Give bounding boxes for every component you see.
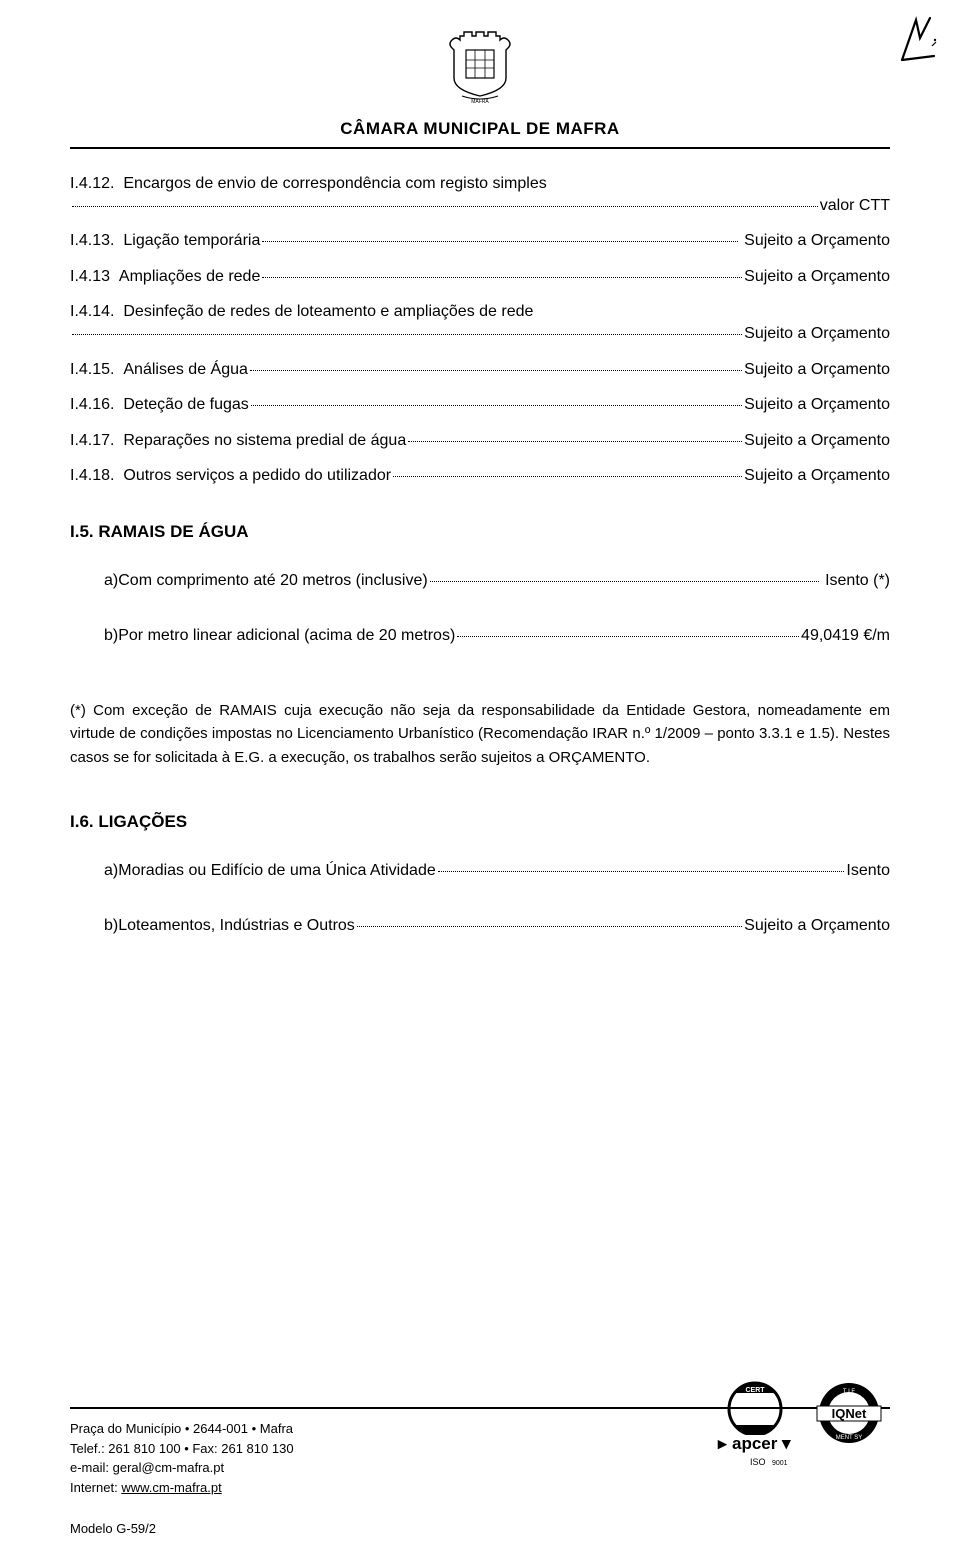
header-title: CÂMARA MUNICIPAL DE MAFRA [70, 119, 890, 139]
footer-line-4: Internet: www.cm-mafra.pt [70, 1478, 890, 1498]
item-number: I.4.12. [70, 173, 114, 195]
item-i4-13a: I.4.13. Ligação temporária Sujeito a Orç… [70, 230, 890, 252]
item-label: Desinfeção de redes de loteamento e ampl… [123, 301, 533, 323]
item-number: I.4.13 [70, 266, 110, 288]
item-label: Ligação temporária [123, 230, 260, 252]
item-value: 49,0419 €/m [801, 625, 890, 647]
item-i6-a: a) Moradias ou Edifício de uma Única Ati… [70, 860, 890, 882]
item-label: Ampliações de rede [119, 266, 260, 288]
item-value: Sujeito a Orçamento [744, 430, 890, 452]
coat-of-arms-icon: MAFRA [440, 20, 520, 104]
item-value: Sujeito a Orçamento [744, 465, 890, 487]
item-label: Reparações no sistema predial de água [123, 430, 406, 452]
section-i5-title: I.5. RAMAIS DE ÁGUA [70, 521, 890, 544]
svg-text:ISO: ISO [750, 1457, 766, 1467]
item-i4-13b: I.4.13 Ampliações de rede Sujeito a Orça… [70, 266, 890, 288]
svg-text:9001: 9001 [772, 1460, 788, 1467]
section-i6-title: I.6. LIGAÇÕES [70, 811, 890, 834]
item-number: I.4.13. [70, 230, 114, 252]
footer-link[interactable]: www.cm-mafra.pt [121, 1480, 221, 1495]
certification-logos: CERT ▸ apcer ▾ ISO 9001 IQNet T I F MENT… [710, 1379, 890, 1467]
document-footer: Praça do Município • 2644-001 • Mafra Te… [70, 1407, 890, 1536]
item-label: Com comprimento até 20 metros (inclusive… [118, 570, 427, 592]
header-rule [70, 147, 890, 149]
item-i5-b: b) Por metro linear adicional (acima de … [70, 625, 890, 647]
svg-text:T I F: T I F [843, 1389, 856, 1395]
item-value: Sujeito a Orçamento [744, 915, 890, 937]
item-number: I.4.16. [70, 394, 114, 416]
item-number: I.4.15. [70, 359, 114, 381]
footer-modelo: Modelo G-59/2 [70, 1521, 890, 1536]
item-i5-a: a) Com comprimento até 20 metros (inclus… [70, 570, 890, 592]
item-label: Moradias ou Edifício de uma Única Ativid… [118, 860, 436, 882]
list-prefix: a) [104, 860, 118, 882]
item-label: Deteção de fugas [123, 394, 248, 416]
svg-text:▸: ▸ [717, 1434, 728, 1453]
svg-text:▾: ▾ [781, 1434, 792, 1453]
item-label: Outros serviços a pedido do utilizador [123, 465, 391, 487]
item-i6-b: b) Loteamentos, Indústrias e Outros Suje… [70, 915, 890, 937]
item-i4-15: I.4.15. Análises de Água Sujeito a Orçam… [70, 359, 890, 381]
item-label: Loteamentos, Indústrias e Outros [118, 915, 355, 937]
item-i4-14: I.4.14. Desinfeção de redes de loteament… [70, 301, 890, 344]
svg-text:MAFRA: MAFRA [471, 99, 489, 104]
item-label: Por metro linear adicional (acima de 20 … [118, 625, 455, 647]
item-value: Sujeito a Orçamento [744, 359, 890, 381]
item-value: Sujeito a Orçamento [744, 323, 890, 345]
list-prefix: b) [104, 915, 118, 937]
initials-mark [896, 10, 940, 75]
item-value: Isento (*) [825, 570, 890, 592]
item-i4-18: I.4.18. Outros serviços a pedido do util… [70, 465, 890, 487]
item-number: I.4.17. [70, 430, 114, 452]
footer-internet-prefix: Internet: [70, 1480, 121, 1495]
item-value: valor CTT [820, 195, 890, 217]
item-value: Sujeito a Orçamento [744, 394, 890, 416]
item-value: Sujeito a Orçamento [744, 230, 890, 252]
svg-text:IQNet: IQNet [832, 1406, 867, 1421]
item-value: Isento [846, 860, 890, 882]
section-i5-note: (*) Com exceção de RAMAIS cuja execução … [70, 699, 890, 769]
item-i4-17: I.4.17. Reparações no sistema predial de… [70, 430, 890, 452]
svg-text:MENT SY: MENT SY [836, 1435, 863, 1441]
list-prefix: a) [104, 570, 118, 592]
item-i4-12: I.4.12. Encargos de envio de correspondê… [70, 173, 890, 216]
item-i4-16: I.4.16. Deteção de fugas Sujeito a Orçam… [70, 394, 890, 416]
svg-text:CERT: CERT [745, 1387, 765, 1394]
list-prefix: b) [104, 625, 118, 647]
item-number: I.4.18. [70, 465, 114, 487]
item-value: Sujeito a Orçamento [744, 266, 890, 288]
svg-text:apcer: apcer [732, 1434, 778, 1453]
document-header: MAFRA CÂMARA MUNICIPAL DE MAFRA [70, 20, 890, 139]
document-content: I.4.12. Encargos de envio de correspondê… [70, 173, 890, 937]
item-number: I.4.14. [70, 301, 114, 323]
iqnet-logo-icon: IQNet T I F MENT SY [808, 1379, 890, 1467]
item-label: Análises de Água [123, 359, 248, 381]
item-label: Encargos de envio de correspondência com… [123, 173, 546, 195]
apcer-logo-icon: CERT ▸ apcer ▾ ISO 9001 [710, 1379, 800, 1467]
